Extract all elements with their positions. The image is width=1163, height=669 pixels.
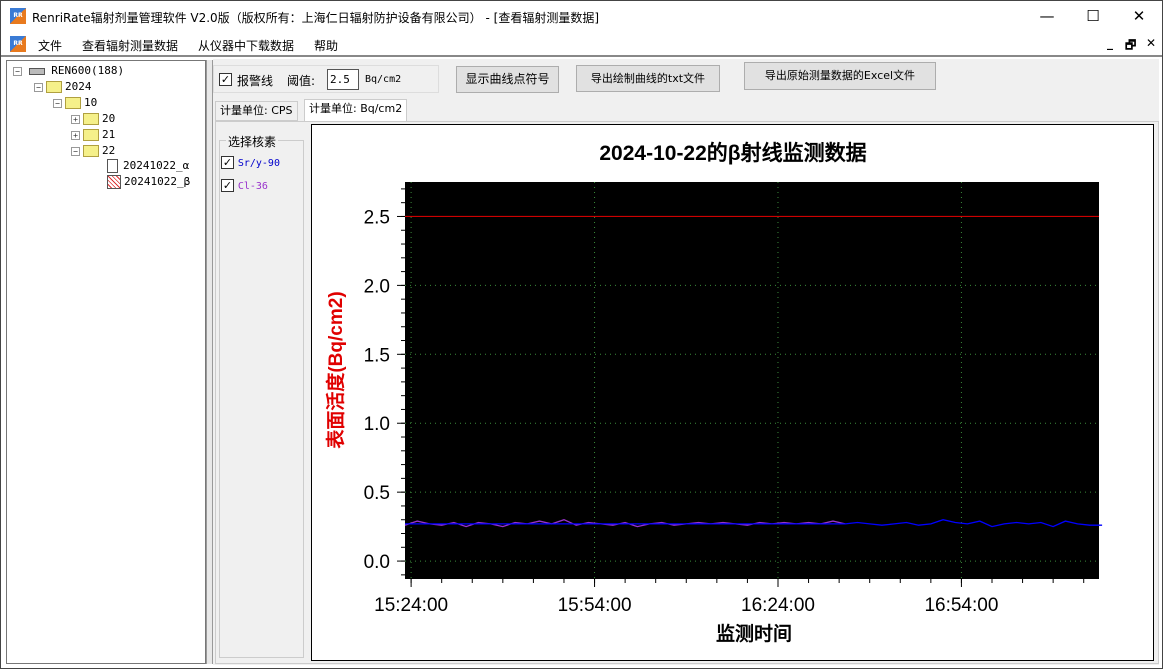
device-icon: [28, 67, 45, 75]
menu-download[interactable]: 从仪器中下载数据: [198, 39, 295, 53]
folder-icon: [83, 113, 99, 125]
tab-bq-cm2[interactable]: 计量单位: Bq/cm2: [304, 99, 408, 121]
panel-splitter[interactable]: [206, 60, 213, 664]
tree-node-month[interactable]: −10: [53, 96, 97, 109]
tree-node-day[interactable]: −22: [71, 144, 115, 157]
tree-label: REN600(188): [51, 64, 125, 77]
minimize-button[interactable]: —: [1039, 7, 1055, 25]
series-line-sr-y-90: [405, 519, 1103, 528]
tree-node-device[interactable]: − REN600(188): [13, 64, 124, 77]
threshold-label: 阈值:: [287, 74, 316, 88]
tab-cps[interactable]: 计量单位: CPS: [215, 101, 298, 121]
plot-area: [405, 182, 1099, 579]
menu-help[interactable]: 帮助: [314, 39, 339, 53]
nuclide-label: Sr/y-90: [237, 158, 280, 169]
y-tick-label: 1.0: [364, 414, 390, 435]
y-tick-label: 2.0: [364, 276, 390, 297]
mdi-minimize-button[interactable]: _: [1107, 36, 1113, 50]
threshold-unit: Bq/cm2: [365, 74, 402, 85]
y-tick-label: 0.0: [364, 552, 390, 573]
app-logo-icon: RR: [10, 36, 26, 52]
file-tree[interactable]: − REN600(188) −2024 −10 +20 +21 −22 2024…: [6, 60, 206, 664]
chart-container: 2024-10-22的β射线监测数据 监测时间 表面活度(Bq/cm2) 0.0…: [311, 124, 1154, 661]
folder-icon: [46, 81, 62, 93]
x-axis-label: 监测时间: [716, 622, 792, 645]
menu-view-data[interactable]: 查看辐射测量数据: [82, 39, 179, 53]
show-symbols-button[interactable]: 显示曲线点符号: [456, 66, 559, 93]
tree-label: 20241022_β: [124, 175, 191, 188]
tree-label: 20241022_α: [123, 159, 190, 172]
maximize-button[interactable]: ☐: [1086, 7, 1100, 25]
tree-label: 2024: [65, 80, 92, 93]
x-tick-label: 16:54:00: [924, 595, 998, 616]
app-logo-icon: RR: [10, 8, 26, 24]
export-excel-button[interactable]: 导出原始测量数据的Excel文件: [744, 62, 936, 90]
x-tick-label: 15:54:00: [558, 595, 632, 616]
tree-label: 10: [84, 96, 98, 109]
y-tick-label: 1.5: [364, 345, 390, 366]
x-tick-label: 15:24:00: [374, 595, 448, 616]
threshold-input[interactable]: [327, 69, 359, 90]
x-tick-label: 16:24:00: [741, 595, 815, 616]
nuclide-item-cl36[interactable]: ✓ Cl-36: [221, 178, 268, 192]
tree-node-day[interactable]: +21: [71, 128, 115, 141]
tree-label: 20: [102, 112, 116, 125]
export-txt-button[interactable]: 导出绘制曲线的txt文件: [576, 65, 720, 92]
beta-chart: 2024-10-22的β射线监测数据 监测时间 表面活度(Bq/cm2) 0.0…: [324, 141, 1103, 645]
y-axis-label: 表面活度(Bq/cm2): [324, 291, 347, 448]
mdi-restore-button[interactable]: 🗗: [1125, 38, 1137, 52]
nuclide-group: 选择核素 ✓ Sr/y-90 ✓ Cl-36: [219, 133, 304, 658]
title-bar: RR RenriRate辐射剂量管理软件 V2.0版（版权所有：上海仁日辐射防护…: [1, 1, 1162, 32]
chart-file-icon: [107, 175, 121, 189]
menu-bar: RR 文件 查看辐射测量数据 从仪器中下载数据 帮助 _ 🗗 ✕: [1, 32, 1162, 57]
folder-icon: [65, 97, 81, 109]
nuclide-label: Cl-36: [237, 181, 268, 192]
y-tick-label: 2.5: [364, 207, 390, 228]
tree-label: 21: [102, 128, 116, 141]
folder-icon: [83, 145, 99, 157]
chart-title: 2024-10-22的β射线监测数据: [599, 141, 866, 165]
nuclide-checkbox[interactable]: ✓: [221, 156, 234, 169]
tree-label: 22: [102, 144, 116, 157]
nuclide-group-title: 选择核素: [226, 133, 279, 150]
alarm-checkbox[interactable]: ✓: [219, 73, 232, 86]
tree-node-day[interactable]: +20: [71, 112, 115, 125]
document-icon: [107, 159, 118, 173]
y-tick-label: 0.5: [364, 483, 390, 504]
nuclide-item-sr90[interactable]: ✓ Sr/y-90: [221, 155, 280, 169]
tree-node-file-alpha[interactable]: 20241022_α: [107, 159, 189, 173]
window-title: RenriRate辐射剂量管理软件 V2.0版（版权所有：上海仁日辐射防护设备有…: [32, 11, 600, 25]
alarm-label: 报警线: [237, 74, 274, 88]
nuclide-checkbox[interactable]: ✓: [221, 179, 234, 192]
close-button[interactable]: ✕: [1132, 7, 1146, 25]
tree-node-year[interactable]: −2024: [34, 80, 92, 93]
mdi-close-button[interactable]: ✕: [1146, 36, 1157, 50]
tree-node-file-beta[interactable]: 20241022_β: [107, 175, 190, 189]
folder-icon: [83, 129, 99, 141]
menu-file[interactable]: 文件: [38, 39, 63, 53]
alarm-group: ✓ 报警线 阈值: Bq/cm2: [213, 65, 439, 93]
